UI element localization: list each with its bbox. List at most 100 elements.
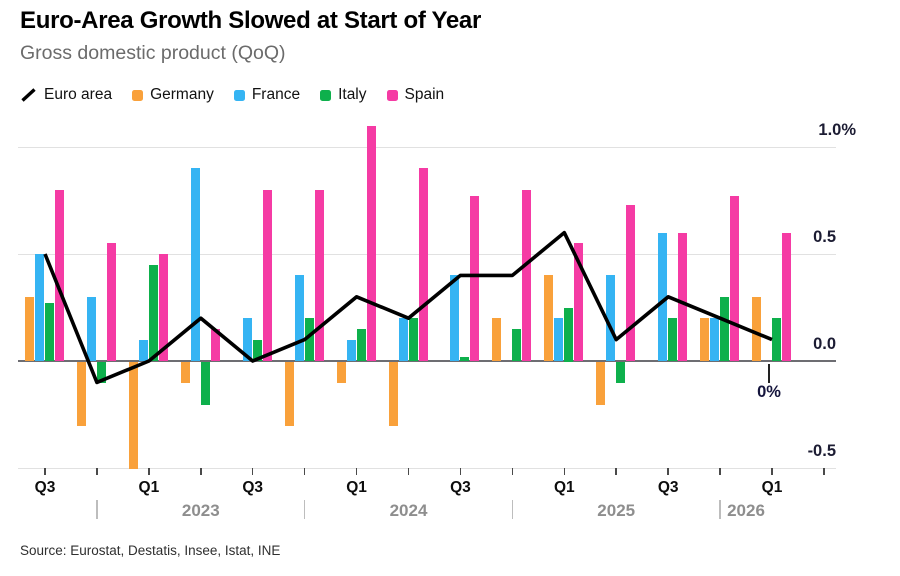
spain-bar (106, 243, 116, 362)
year-divider (303, 500, 306, 519)
italy-bar (148, 264, 158, 361)
x-axis-label: Q3 (450, 479, 471, 496)
x-axis-tick (511, 468, 514, 475)
spain-bar (730, 196, 740, 362)
france-bar (346, 339, 356, 361)
france-bar (242, 318, 252, 362)
italy-bar (772, 318, 782, 362)
x-axis-tick (823, 468, 825, 475)
spain-bar (522, 189, 532, 361)
legend-label: France (251, 86, 301, 103)
x-axis-label: Q1 (138, 479, 160, 496)
y-axis-label: 1.0% (818, 121, 856, 139)
x-axis-label: Q3 (657, 479, 679, 496)
germany-swatch-icon (132, 89, 144, 101)
italy-bar (304, 318, 314, 362)
germany-bar (128, 362, 138, 469)
annotation-pin (768, 364, 770, 383)
chart-title: Euro-Area Growth Slowed at Start of Year (20, 7, 481, 34)
x-axis-tick (407, 468, 410, 475)
x-axis-tick (96, 468, 98, 475)
x-axis-label: Q1 (761, 479, 783, 496)
x-axis-label: Q3 (242, 479, 264, 496)
spain-bar (470, 196, 480, 362)
x-axis-tick (667, 468, 669, 475)
gridline (18, 467, 836, 469)
x-axis-tick (719, 468, 721, 475)
germany-bar (76, 362, 86, 426)
france-bar (35, 254, 44, 361)
spain-bar (366, 125, 376, 361)
italy-bar (720, 296, 730, 361)
italy-bar (408, 318, 418, 362)
source-note: Source: Eurostat, Destatis, Insee, Istat… (20, 543, 281, 558)
germany-bar (700, 318, 710, 362)
france-bar (658, 232, 668, 361)
spain-bar (55, 189, 64, 361)
legend-item-italy: Italy (320, 86, 367, 104)
x-axis-tick (303, 468, 306, 475)
legend: Euro area Germany France Italy Spain (21, 86, 444, 104)
x-axis-tick (563, 468, 566, 475)
year-label: 2026 (727, 501, 765, 520)
italy-bar (616, 362, 626, 383)
france-bar (450, 275, 460, 362)
spain-bar (210, 328, 220, 361)
spain-bar (262, 189, 272, 361)
spain-bar (418, 168, 428, 362)
france-bar (294, 275, 304, 362)
italy-bar (96, 362, 106, 383)
germany-bar (752, 296, 762, 361)
year-label: 2024 (389, 501, 428, 520)
france-bar (710, 318, 720, 362)
france-bar (554, 318, 564, 362)
year-label: 2025 (597, 501, 636, 520)
chart-subtitle: Gross domestic product (QoQ) (20, 42, 286, 64)
spain-bar (158, 254, 168, 361)
france-swatch-icon (233, 89, 245, 101)
germany-bar (544, 275, 554, 362)
france-bar (138, 339, 148, 361)
italy-bar (200, 362, 210, 405)
x-axis-label: Q3 (34, 479, 56, 496)
italy-bar (356, 328, 366, 361)
annotation-label: 0% (757, 383, 781, 401)
year-divider (719, 500, 721, 519)
germany-bar (180, 362, 190, 383)
legend-item-germany: Germany (132, 86, 214, 104)
spain-bar (678, 232, 688, 361)
italy-swatch-icon (320, 89, 332, 101)
germany-bar (284, 362, 294, 426)
x-axis-label: Q1 (553, 479, 575, 496)
x-axis-label: Q1 (346, 479, 367, 496)
germany-bar (25, 296, 34, 361)
year-divider (96, 500, 98, 519)
france-bar (398, 318, 408, 362)
spain-bar (314, 189, 324, 361)
italy-bar (252, 339, 262, 361)
italy-bar (668, 318, 678, 362)
germany-bar (596, 362, 606, 405)
germany-bar (388, 362, 398, 426)
spain-bar (782, 232, 792, 361)
italy-bar (460, 356, 470, 361)
spain-bar (574, 243, 584, 362)
legend-label: Spain (404, 86, 445, 103)
italy-bar (564, 307, 574, 362)
x-axis-tick (459, 468, 462, 475)
year-divider (511, 500, 514, 519)
gridline (18, 146, 836, 148)
line-series-icon (21, 88, 37, 102)
y-axis-label: 0.5 (813, 228, 836, 246)
spain-bar (626, 204, 636, 361)
legend-label: Italy (338, 86, 367, 103)
italy-bar (45, 303, 54, 362)
x-axis-tick (148, 468, 150, 475)
spain-swatch-icon (386, 89, 398, 101)
x-axis-tick (251, 468, 254, 475)
italy-bar (512, 328, 522, 361)
legend-label: Euro area (44, 86, 113, 103)
legend-label: Germany (150, 86, 214, 103)
